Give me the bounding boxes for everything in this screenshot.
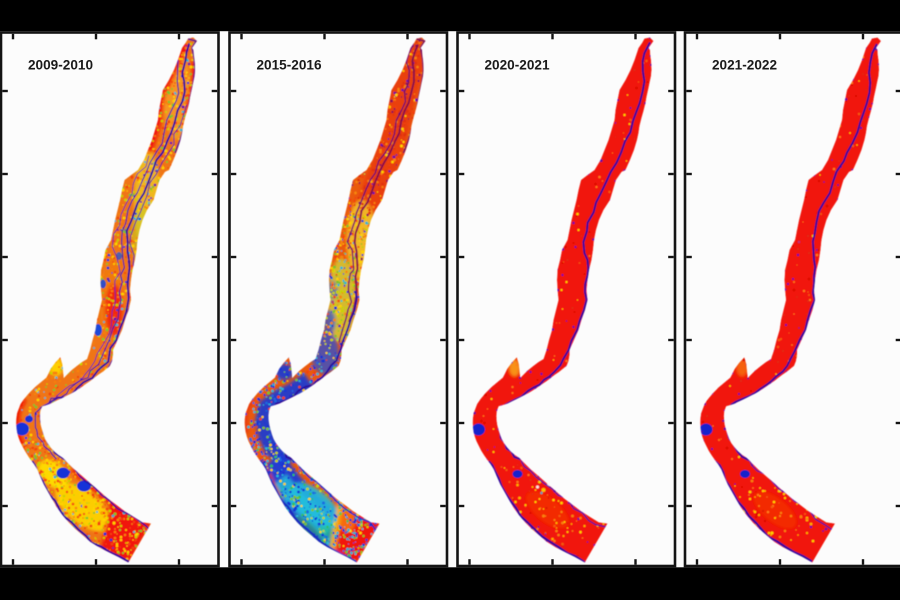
svg-text:2021-2022: 2021-2022	[712, 58, 777, 73]
svg-text:2015-2016: 2015-2016	[257, 58, 322, 73]
svg-text:2009-2010: 2009-2010	[28, 58, 93, 73]
svg-text:2020-2021: 2020-2021	[485, 58, 550, 73]
